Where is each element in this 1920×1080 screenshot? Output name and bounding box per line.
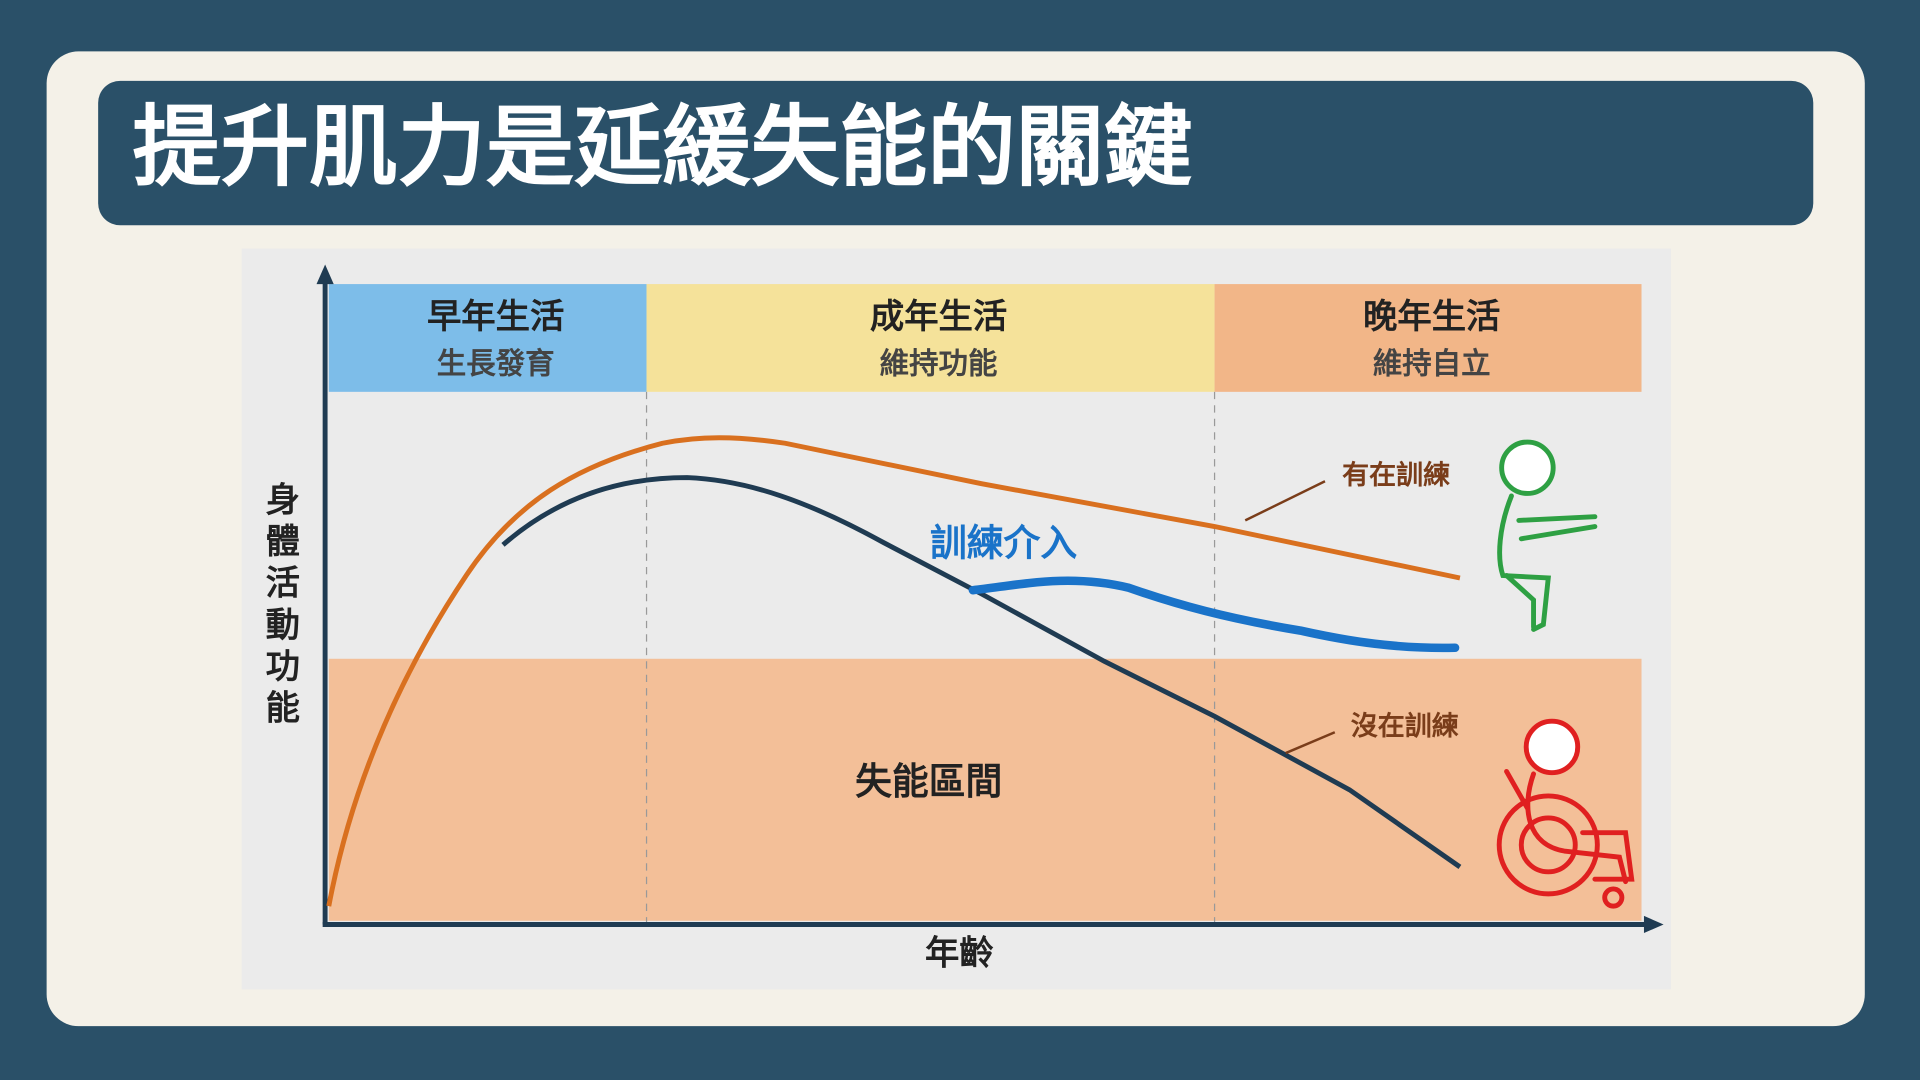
untrained-curve [501, 475, 1462, 869]
stage-subtitle: 生長發育 [437, 346, 555, 380]
stage-subtitle: 維持功能 [880, 346, 998, 380]
x-axis-label: 年齡 [925, 934, 994, 974]
trained-curve [326, 435, 1461, 907]
intervention-curve [968, 576, 1460, 653]
untrained-icon [1496, 718, 1635, 909]
stage-box [646, 284, 1215, 392]
leader-line [1285, 731, 1336, 755]
title: 提升肌力是延緩失能的關鍵 [132, 96, 1192, 199]
stage-heading: 成年生活 [870, 297, 1007, 337]
disability-zone [328, 658, 1642, 921]
stage-heading: 晚年生活 [1363, 297, 1500, 337]
y-axis-label: 身體活動功能 [259, 481, 300, 731]
stage-subtitle: 維持自立 [1373, 346, 1491, 380]
stage-box [1214, 284, 1642, 392]
zone-label: 失能區間 [855, 760, 1002, 803]
title-bar [98, 80, 1814, 226]
y-arrow [316, 264, 334, 285]
x-arrow [1643, 915, 1664, 934]
trained-icon [1497, 439, 1598, 632]
stage-box [328, 284, 647, 392]
untrained-label: 沒在訓練 [1351, 710, 1459, 742]
trained-label: 有在訓練 [1342, 459, 1450, 491]
leader-line [1244, 480, 1326, 522]
intervention-label: 訓練介入 [930, 521, 1077, 564]
stage-heading: 早年生活 [427, 297, 564, 337]
